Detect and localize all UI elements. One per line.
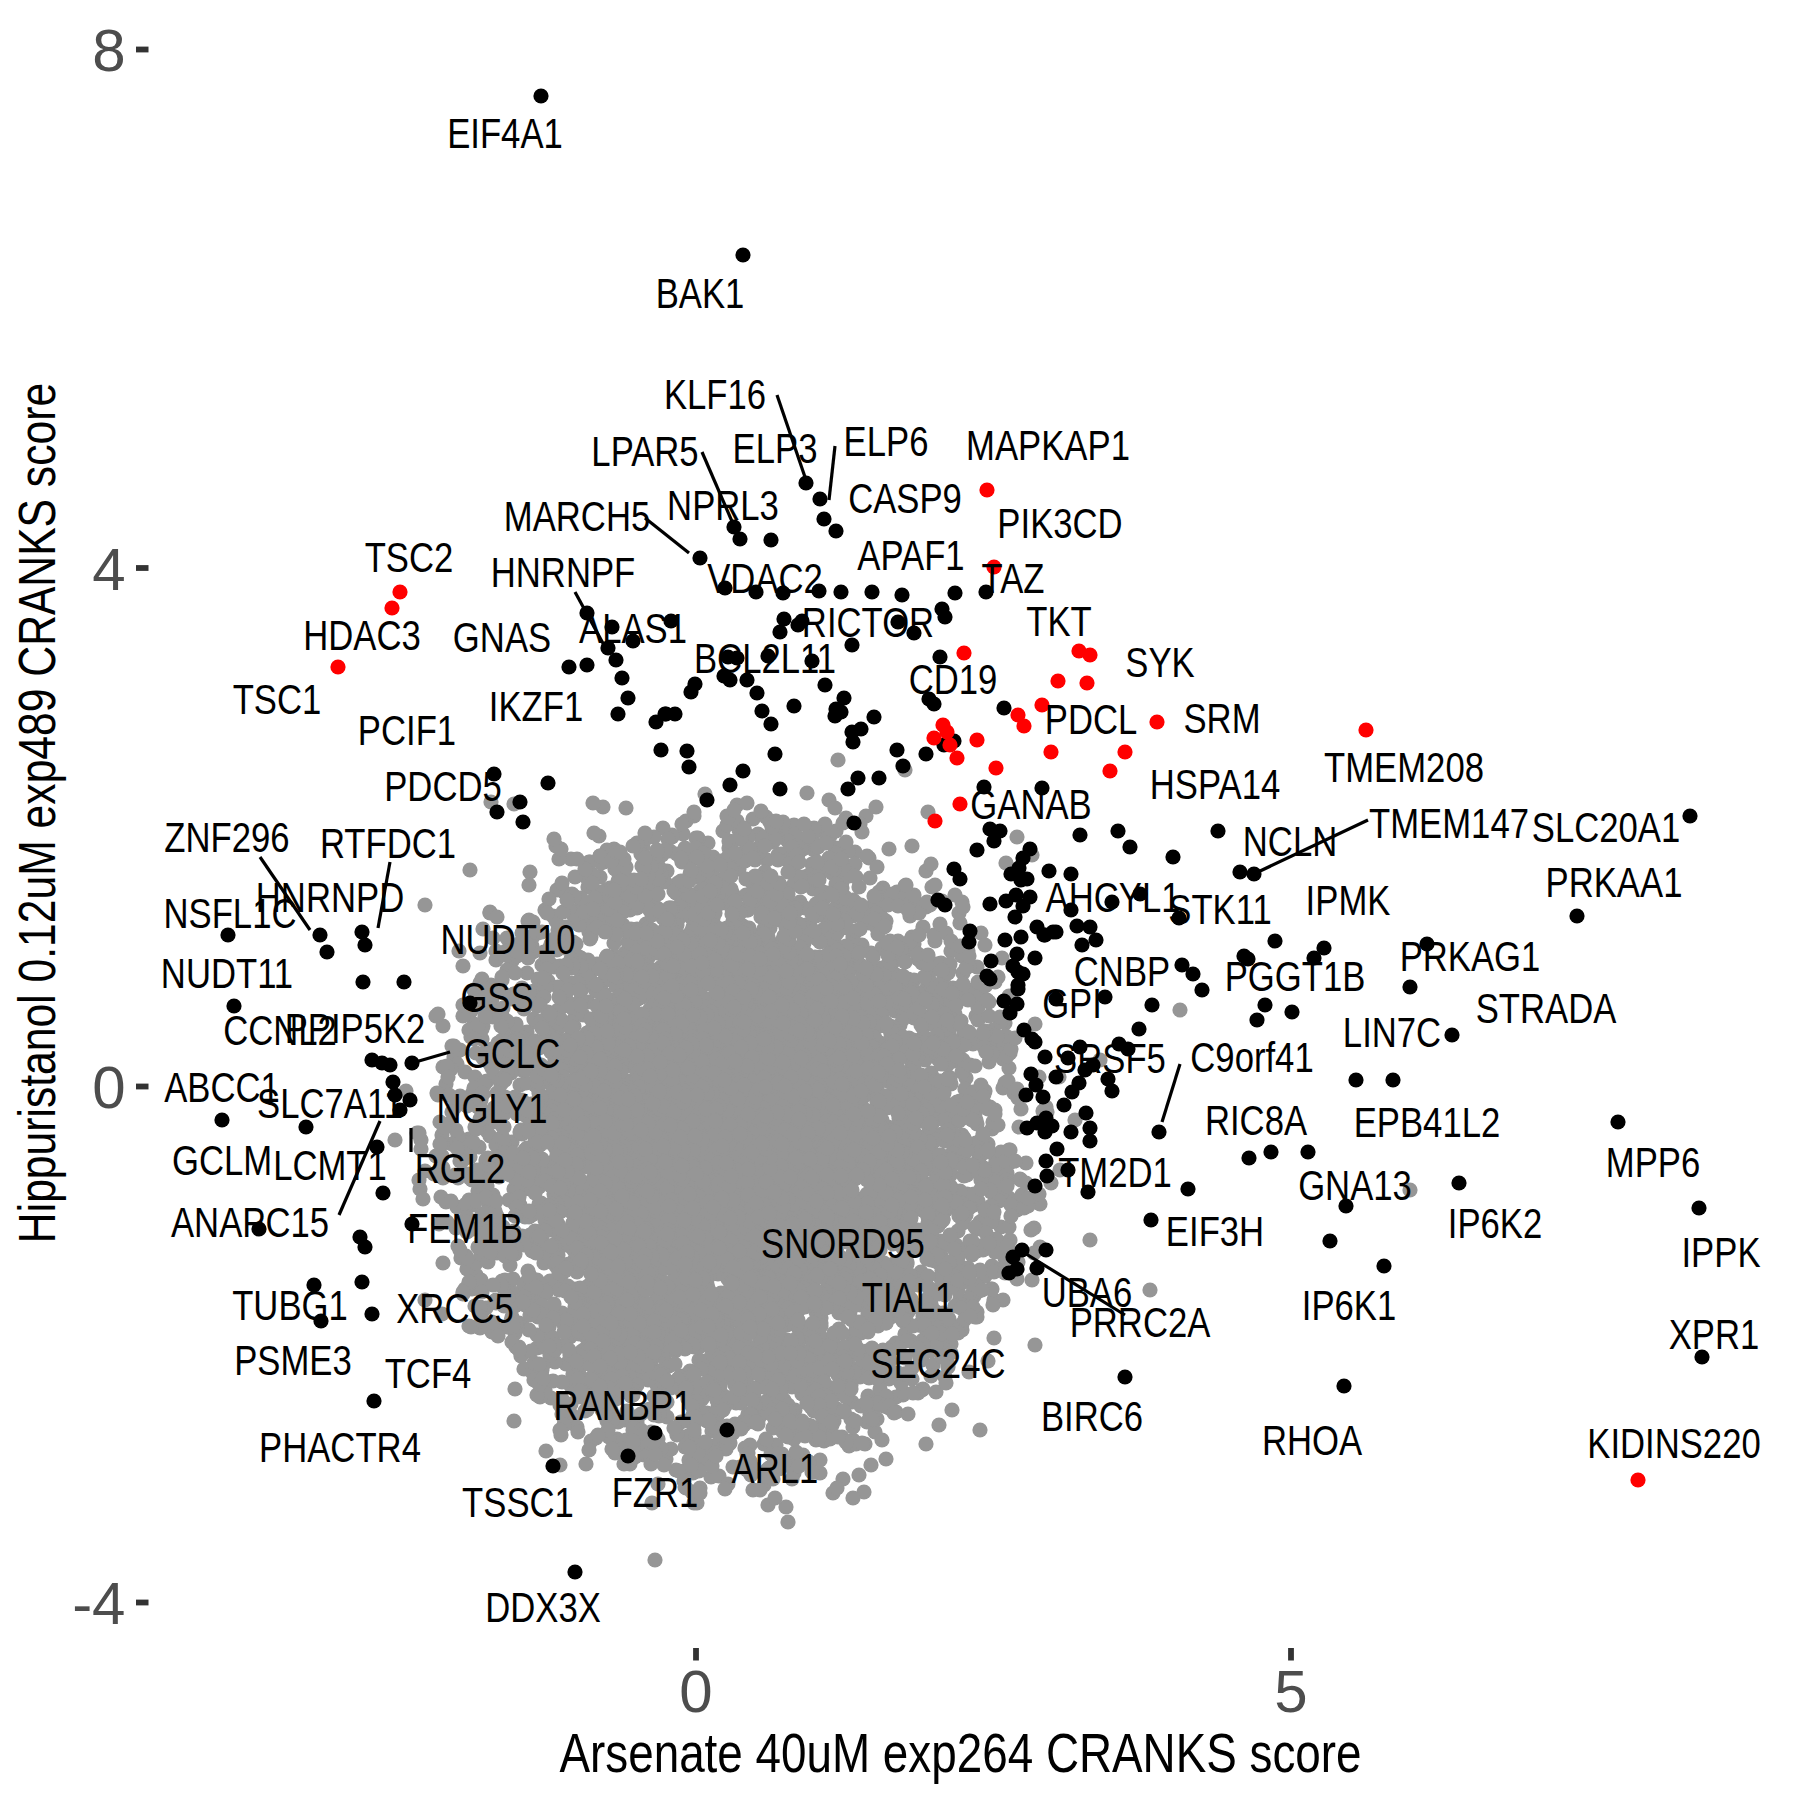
svg-text:TSC1: TSC1 [233, 676, 322, 723]
svg-text:PDCL: PDCL [1045, 696, 1138, 743]
svg-text:NCLN: NCLN [1243, 818, 1337, 865]
svg-text:PRKAG1: PRKAG1 [1400, 933, 1541, 980]
svg-text:GNAS: GNAS [453, 614, 551, 661]
svg-text:RIC8A: RIC8A [1205, 1097, 1307, 1144]
svg-text:SNORD95: SNORD95 [761, 1220, 925, 1267]
svg-text:ARL1: ARL1 [732, 1445, 819, 1492]
svg-text:GANAB: GANAB [970, 781, 1091, 828]
svg-text:CD19: CD19 [909, 656, 998, 703]
svg-text:SEC24C: SEC24C [871, 1340, 1006, 1387]
svg-text:SLC7A11: SLC7A11 [257, 1080, 403, 1127]
svg-text:MAPKAP1: MAPKAP1 [966, 422, 1130, 469]
svg-text:ZNF296: ZNF296 [164, 814, 289, 861]
svg-text:BCL2L11: BCL2L11 [694, 635, 836, 682]
svg-text:PPIP5K2: PPIP5K2 [285, 1005, 426, 1052]
svg-text:GNA13: GNA13 [1298, 1162, 1412, 1209]
svg-text:FEM1B: FEM1B [407, 1205, 523, 1252]
svg-text:IP6K1: IP6K1 [1302, 1282, 1396, 1329]
svg-text:-4: -4 [72, 1570, 125, 1637]
svg-text:IP6K2: IP6K2 [1448, 1200, 1542, 1247]
svg-text:PDCD5: PDCD5 [384, 763, 502, 810]
svg-text:TM2D1: TM2D1 [1058, 1149, 1172, 1196]
svg-text:IKZF1: IKZF1 [489, 683, 583, 730]
svg-text:4: 4 [92, 536, 125, 603]
svg-text:PCIF1: PCIF1 [358, 707, 456, 754]
svg-text:RGL2: RGL2 [415, 1145, 506, 1192]
svg-text:TMEM208: TMEM208 [1324, 744, 1484, 791]
svg-text:FZR1: FZR1 [612, 1469, 699, 1516]
svg-text:KIDINS220: KIDINS220 [1587, 1420, 1760, 1467]
svg-text:0: 0 [679, 1658, 712, 1725]
svg-text:MPP6: MPP6 [1606, 1139, 1700, 1186]
svg-text:PIK3CD: PIK3CD [997, 500, 1122, 547]
svg-text:C9orf41: C9orf41 [1190, 1034, 1313, 1081]
svg-text:SYK: SYK [1125, 639, 1195, 686]
svg-text:HNRNPF: HNRNPF [491, 549, 635, 596]
svg-text:HDAC3: HDAC3 [303, 612, 421, 659]
svg-text:8: 8 [92, 17, 125, 84]
svg-text:SRM: SRM [1183, 695, 1260, 742]
svg-text:PGGT1B: PGGT1B [1225, 953, 1366, 1000]
svg-text:PSME3: PSME3 [234, 1337, 352, 1384]
svg-text:BAK1: BAK1 [656, 270, 745, 317]
svg-text:APAF1: APAF1 [857, 532, 964, 579]
svg-text:SLC20A1: SLC20A1 [1532, 804, 1680, 851]
svg-text:5: 5 [1274, 1658, 1307, 1725]
svg-text:TKT: TKT [1026, 598, 1092, 645]
svg-text:ALAS1: ALAS1 [579, 605, 687, 652]
svg-text:Hippuristanol 0.12uM exp489 CR: Hippuristanol 0.12uM exp489 CRANKS score [8, 383, 66, 1243]
svg-text:LPAR5: LPAR5 [591, 428, 698, 475]
svg-text:TSC2: TSC2 [365, 534, 454, 581]
svg-text:PRKAA1: PRKAA1 [1546, 859, 1683, 906]
svg-text:RANBP1: RANBP1 [554, 1382, 693, 1429]
svg-text:TSSC1: TSSC1 [462, 1479, 574, 1526]
svg-text:GCLC: GCLC [464, 1030, 560, 1077]
svg-text:EPB41L2: EPB41L2 [1354, 1099, 1501, 1146]
svg-text:TMEM147: TMEM147 [1369, 800, 1529, 847]
svg-text:ELP6: ELP6 [844, 418, 929, 465]
svg-text:EIF3H: EIF3H [1166, 1208, 1264, 1255]
svg-text:NGLY1: NGLY1 [436, 1085, 547, 1132]
svg-text:DDX3X: DDX3X [485, 1584, 601, 1631]
svg-text:STK11: STK11 [1168, 886, 1271, 933]
svg-text:GCLM: GCLM [172, 1137, 272, 1184]
svg-text:NPRL3: NPRL3 [667, 482, 779, 529]
svg-text:EIF4A1: EIF4A1 [447, 110, 563, 157]
svg-text:MARCH5: MARCH5 [504, 493, 650, 540]
svg-text:GPI: GPI [1042, 980, 1102, 1027]
svg-text:STRADA: STRADA [1476, 985, 1617, 1032]
svg-text:AHCYL1: AHCYL1 [1046, 874, 1181, 921]
svg-text:XRCC5: XRCC5 [396, 1285, 514, 1332]
svg-text:KLF16: KLF16 [664, 371, 766, 418]
svg-text:GSS: GSS [460, 974, 533, 1021]
svg-text:ELP3: ELP3 [733, 425, 818, 472]
svg-text:RTFDC1: RTFDC1 [320, 820, 456, 867]
svg-text:CASP9: CASP9 [848, 475, 962, 522]
svg-text:NSFL1C: NSFL1C [164, 890, 297, 937]
svg-text:NUDT10: NUDT10 [441, 916, 576, 963]
svg-text:VDAC2: VDAC2 [707, 555, 823, 602]
svg-text:IPMK: IPMK [1306, 877, 1391, 924]
svg-text:ANAPC15: ANAPC15 [171, 1199, 329, 1246]
svg-text:BIRC6: BIRC6 [1041, 1393, 1143, 1440]
svg-text:PHACTR4: PHACTR4 [259, 1424, 421, 1471]
svg-text:Arsenate 40uM exp264 CRANKS sc: Arsenate 40uM exp264 CRANKS score [559, 1722, 1361, 1784]
svg-text:TUBG1: TUBG1 [232, 1282, 348, 1329]
svg-text:LCMT1: LCMT1 [273, 1142, 387, 1189]
svg-text:RHOA: RHOA [1262, 1417, 1362, 1464]
svg-text:TCF4: TCF4 [385, 1350, 472, 1397]
svg-text:XPR1: XPR1 [1669, 1311, 1760, 1358]
svg-text:NUDT11: NUDT11 [161, 950, 293, 997]
svg-text:0: 0 [92, 1054, 125, 1121]
svg-text:TAZ: TAZ [982, 555, 1045, 602]
svg-text:TIAL1: TIAL1 [862, 1274, 955, 1321]
svg-text:HSPA14: HSPA14 [1150, 761, 1280, 808]
svg-text:SRSF5: SRSF5 [1054, 1035, 1166, 1082]
svg-text:IPPK: IPPK [1681, 1229, 1760, 1276]
svg-text:PRRC2A: PRRC2A [1070, 1299, 1211, 1346]
svg-text:LIN7C: LIN7C [1343, 1009, 1441, 1056]
